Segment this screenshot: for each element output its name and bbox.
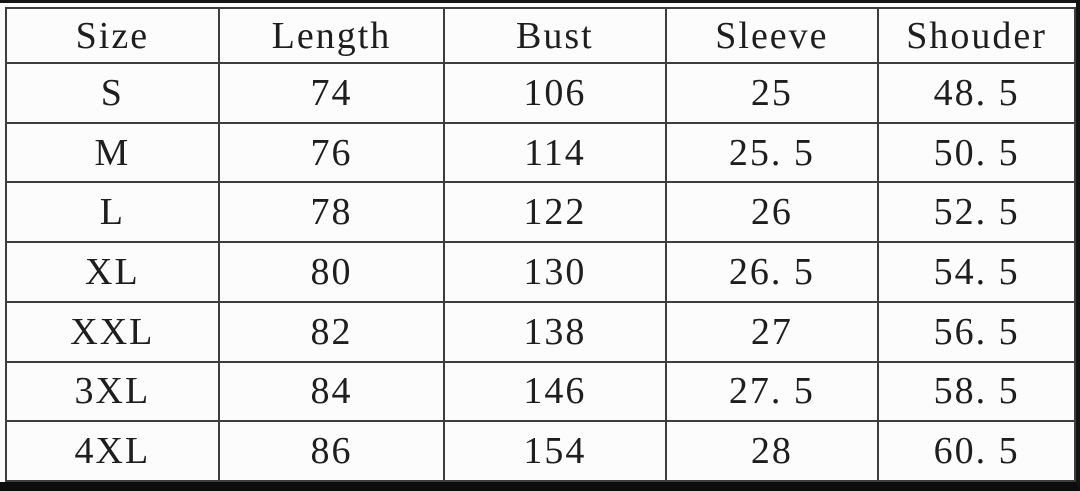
shouder-cell: 56. 5 — [877, 300, 1076, 363]
sleeve-cell: 28 — [664, 420, 880, 482]
sleeve-cell: 25. 5 — [664, 121, 880, 184]
bust-cell: 122 — [443, 181, 667, 244]
shouder-cell: 58. 5 — [877, 360, 1076, 423]
size-cell: 3XL — [5, 360, 220, 423]
sleeve-cell: 25 — [664, 62, 880, 124]
size-cell: S — [5, 62, 220, 124]
size-cell: L — [5, 181, 220, 244]
table-row-s: S 74 106 25 48. 5 — [5, 62, 1076, 124]
size-chart-table: Size Length Bust Sleeve Shouder S 74 106… — [5, 7, 1076, 482]
table-row-3xl: 3XL 84 146 27. 5 58. 5 — [5, 360, 1076, 423]
header-row: Size Length Bust Sleeve Shouder — [5, 7, 1076, 64]
length-cell: 76 — [217, 121, 446, 184]
bust-cell: 146 — [443, 360, 667, 423]
column-header-sleeve: Sleeve — [664, 7, 880, 64]
column-header-size: Size — [5, 7, 220, 64]
shouder-cell: 50. 5 — [877, 121, 1076, 184]
sleeve-cell: 27 — [664, 300, 880, 363]
bust-cell: 106 — [443, 62, 667, 124]
size-cell: 4XL — [5, 420, 220, 482]
size-cell: XXL — [5, 300, 220, 363]
length-cell: 84 — [217, 360, 446, 423]
bust-cell: 154 — [443, 420, 667, 482]
bust-cell: 130 — [443, 241, 667, 303]
table-row-l: L 78 122 26 52. 5 — [5, 181, 1076, 244]
shouder-cell: 54. 5 — [877, 241, 1076, 303]
shouder-cell: 48. 5 — [877, 62, 1076, 124]
length-cell: 86 — [217, 420, 446, 482]
column-header-length: Length — [217, 7, 446, 64]
sleeve-cell: 27. 5 — [664, 360, 880, 423]
table-row-xxl: XXL 82 138 27 56. 5 — [5, 300, 1076, 363]
length-cell: 80 — [217, 241, 446, 303]
size-chart-table-wrap: Size Length Bust Sleeve Shouder S 74 106… — [5, 7, 1076, 482]
table-row-xl: XL 80 130 26. 5 54. 5 — [5, 241, 1076, 303]
size-cell: M — [5, 121, 220, 184]
table-row-m: M 76 114 25. 5 50. 5 — [5, 121, 1076, 184]
table-row-4xl: 4XL 86 154 28 60. 5 — [5, 420, 1076, 482]
length-cell: 82 — [217, 300, 446, 363]
length-cell: 78 — [217, 181, 446, 244]
size-cell: XL — [5, 241, 220, 303]
sleeve-cell: 26. 5 — [664, 241, 880, 303]
bust-cell: 138 — [443, 300, 667, 363]
shouder-cell: 60. 5 — [877, 420, 1076, 482]
shouder-cell: 52. 5 — [877, 181, 1076, 244]
bust-cell: 114 — [443, 121, 667, 184]
column-header-shouder: Shouder — [877, 7, 1076, 64]
sleeve-cell: 26 — [664, 181, 880, 244]
length-cell: 74 — [217, 62, 446, 124]
column-header-bust: Bust — [443, 7, 667, 64]
